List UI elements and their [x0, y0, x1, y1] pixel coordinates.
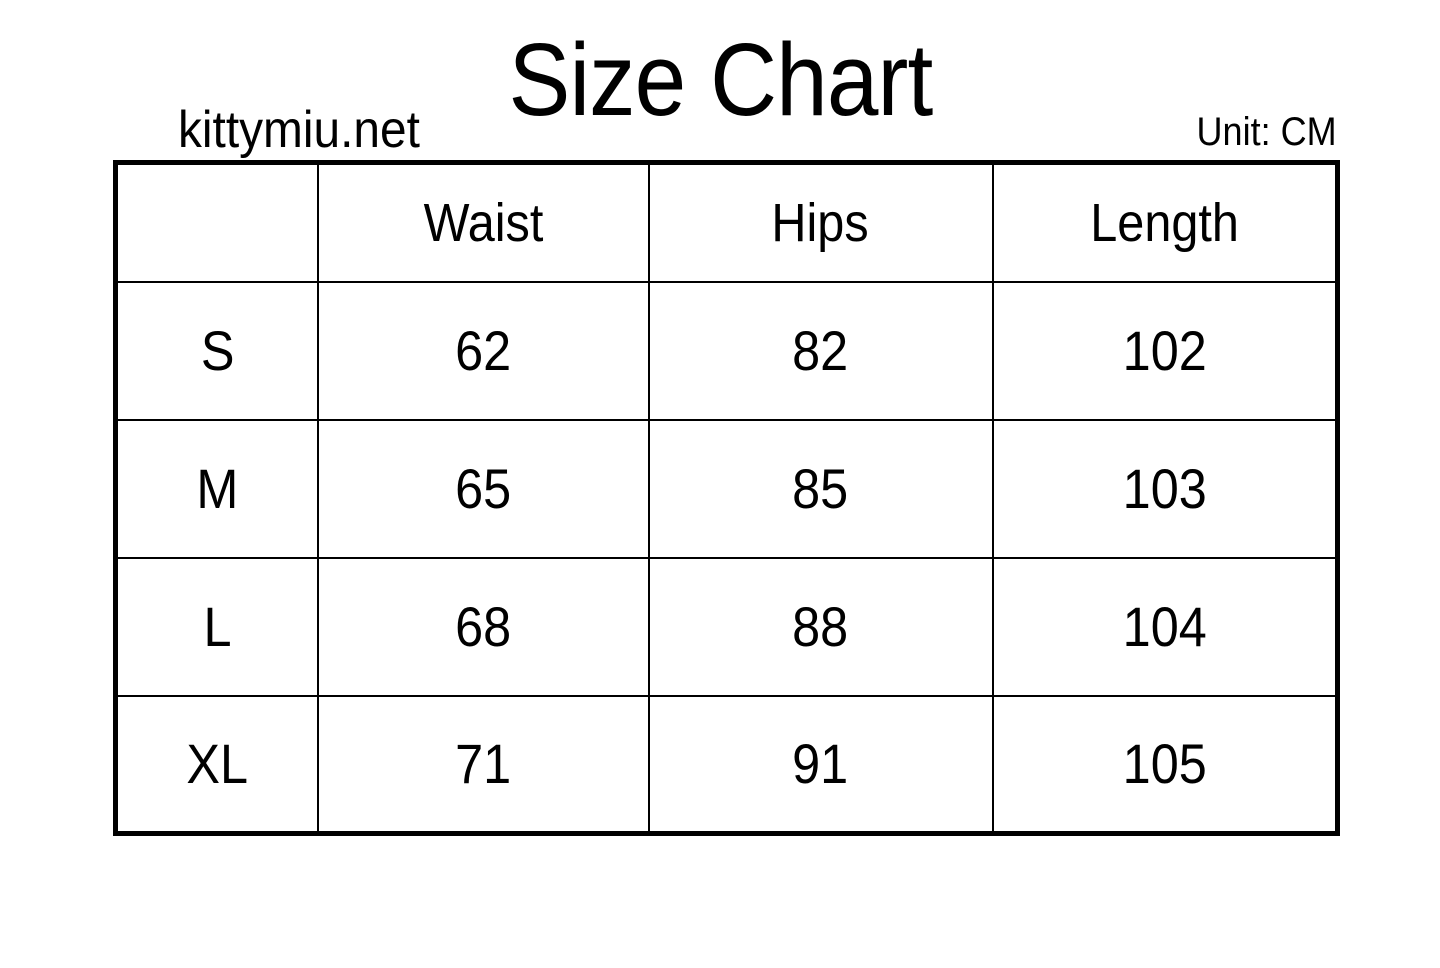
column-header-hips-text: Hips: [771, 192, 870, 253]
site-url-text: kittymiu.net: [178, 101, 420, 159]
table-row-xl: XL 71 91 105: [114, 694, 1339, 835]
table-row-s: S 62 82 102: [114, 280, 1339, 421]
waist-value-text: 62: [454, 319, 512, 382]
size-label-text: S: [200, 319, 235, 382]
column-header-length-text: Length: [1089, 192, 1239, 253]
table-header-row: Waist Hips Length: [114, 161, 1339, 283]
site-url-label: kittymiu.net: [178, 104, 441, 156]
length-value-cell: 103: [991, 418, 1339, 559]
length-value-text: 103: [1122, 457, 1207, 520]
table-row-m: M 65 85 103: [114, 418, 1339, 559]
waist-value-cell: 71: [316, 694, 650, 835]
length-value-text: 105: [1122, 732, 1207, 796]
hips-value-cell: 91: [647, 694, 994, 835]
size-chart-table: Waist Hips Length S 62 82 102 M 65 85: [113, 160, 1340, 836]
hips-value-text: 91: [792, 732, 849, 796]
waist-value-cell: 65: [316, 418, 650, 559]
hips-value-cell: 85: [647, 418, 994, 559]
size-label-cell: M: [114, 418, 319, 559]
hips-value-text: 85: [792, 457, 849, 520]
size-label-cell: S: [114, 280, 319, 421]
column-header-waist: Waist: [316, 161, 650, 283]
size-label-cell: L: [114, 556, 319, 697]
page-title-text: Size Chart: [508, 22, 933, 137]
waist-value-text: 71: [454, 732, 512, 796]
waist-value-cell: 68: [316, 556, 650, 697]
length-value-cell: 102: [991, 280, 1339, 421]
unit-label: Unit: CM: [1181, 112, 1337, 152]
length-value-text: 104: [1122, 595, 1207, 658]
hips-value-text: 82: [792, 319, 849, 382]
hips-value-text: 88: [792, 595, 849, 658]
size-label-text: L: [203, 595, 232, 658]
hips-value-cell: 88: [647, 556, 994, 697]
size-label-cell: XL: [114, 694, 319, 835]
waist-value-text: 65: [454, 457, 512, 520]
length-value-cell: 104: [991, 556, 1339, 697]
length-value-cell: 105: [991, 694, 1339, 835]
column-header-length: Length: [991, 161, 1339, 283]
corner-cell: [114, 161, 319, 283]
length-value-text: 102: [1122, 319, 1207, 382]
size-label-text: M: [196, 457, 239, 520]
page-title: Size Chart: [0, 28, 1440, 131]
column-header-hips: Hips: [647, 161, 994, 283]
size-label-text: XL: [186, 732, 249, 796]
hips-value-cell: 82: [647, 280, 994, 421]
waist-value-cell: 62: [316, 280, 650, 421]
waist-value-text: 68: [454, 595, 512, 658]
column-header-waist-text: Waist: [423, 192, 543, 253]
unit-label-text: Unit: CM: [1196, 110, 1337, 154]
table-row-l: L 68 88 104: [114, 556, 1339, 697]
